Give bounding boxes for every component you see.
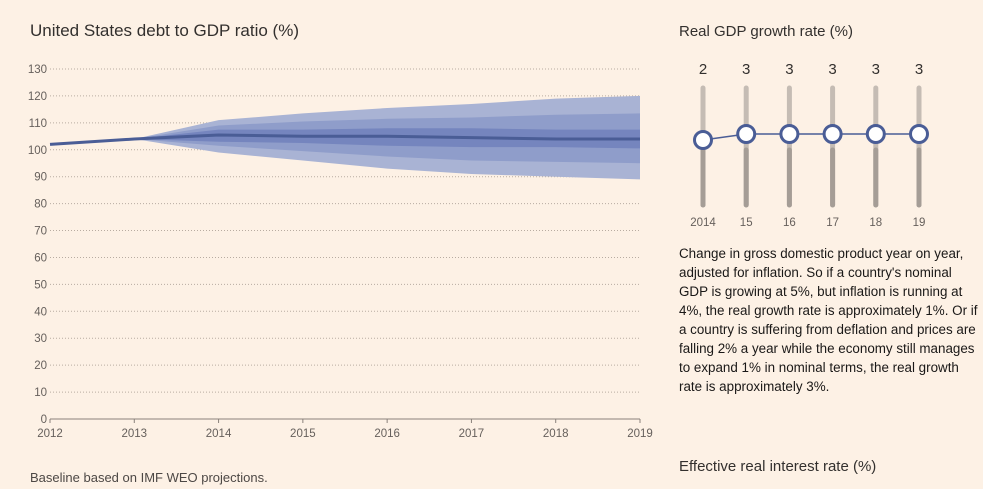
y-tick-label: 120 (28, 91, 47, 103)
y-tick-label: 50 (34, 279, 47, 291)
y-tick-label: 30 (34, 333, 47, 345)
x-tick-label: 2012 (37, 428, 63, 440)
slider-value-label: 3 (742, 61, 750, 78)
x-tick-label: 2015 (290, 428, 316, 440)
x-tick-label: 2014 (206, 428, 232, 440)
y-tick-label: 10 (34, 387, 47, 399)
slider-handle[interactable] (822, 124, 843, 144)
y-tick-label: 90 (34, 172, 47, 184)
gdp-growth-title: Real GDP growth rate (%) (679, 23, 853, 40)
x-tick-label: 2017 (459, 428, 485, 440)
y-tick-label: 130 (28, 64, 47, 76)
gdp-growth-sliders[interactable]: 2 2014 3 15 3 16 3 17 3 18 3 19 (0, 0, 983, 240)
y-tick-label: 110 (29, 118, 47, 130)
slider-year-label: 16 (783, 217, 796, 229)
y-tick-label: 60 (34, 252, 47, 264)
band-inner (50, 128, 640, 149)
y-tick-label: 20 (34, 360, 47, 372)
x-tick-label: 2013 (121, 428, 147, 440)
slider-handle[interactable] (865, 124, 886, 144)
x-tick-label: 2019 (627, 428, 653, 440)
slider-handle[interactable] (779, 124, 800, 144)
median-line (49, 133, 640, 146)
slider-value-label: 2 (699, 61, 707, 78)
slider-connector-line (702, 133, 919, 141)
interest-rate-title: Effective real interest rate (%) (679, 458, 877, 475)
y-tick-label: 80 (34, 199, 47, 211)
y-tick-label: 0 (41, 414, 47, 426)
slider-value-label: 3 (828, 61, 836, 78)
chart-title: United States debt to GDP ratio (%) (30, 21, 299, 40)
slider-handle[interactable] (693, 130, 713, 150)
slider-year-label: 2014 (690, 217, 716, 229)
x-tick-label: 2016 (374, 428, 400, 440)
y-tick-label: 40 (34, 306, 47, 318)
slider-year-label: 15 (740, 217, 753, 229)
y-tick-label: 70 (34, 226, 47, 238)
slider-value-label: 3 (915, 61, 923, 78)
gdp-growth-description: Change in gross domestic product year on… (679, 246, 978, 394)
footnote: Baseline based on IMF WEO projections. (30, 470, 268, 485)
slider-value-label: 3 (872, 61, 880, 78)
slider-handle[interactable] (736, 124, 757, 144)
x-tick-label: 2018 (543, 428, 569, 440)
slider-year-label: 17 (826, 217, 839, 229)
slider-handle[interactable] (909, 124, 929, 144)
debt-to-gdp-chart: 0 10 20 30 40 50 60 70 80 90 100 110 120 130 2012 2013 2… (28, 64, 653, 440)
y-tick-label: 100 (28, 145, 47, 157)
slider-value-label: 3 (785, 61, 793, 78)
slider-year-label: 19 (913, 217, 926, 229)
slider-year-label: 18 (869, 217, 882, 229)
